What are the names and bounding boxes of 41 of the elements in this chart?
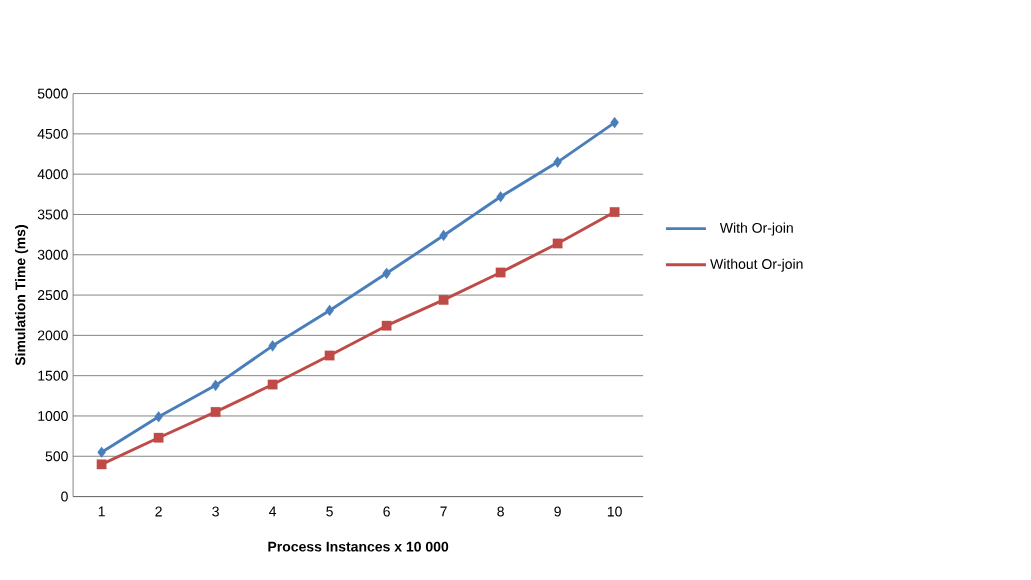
y-tick-label: 3000 (37, 249, 68, 260)
x-tick-label: 7 (440, 506, 447, 517)
x-tick-label: 6 (383, 506, 390, 517)
point (97, 446, 106, 458)
point (96, 459, 107, 470)
legend-label: Without Or-join (710, 258, 803, 272)
x-tick-label: 3 (212, 506, 219, 517)
point (382, 267, 391, 279)
point (496, 191, 505, 203)
y-tick-label: 2000 (37, 330, 68, 341)
x-tick-label: 2 (155, 506, 162, 517)
point (210, 407, 221, 417)
y-tick-label: 1000 (38, 411, 68, 421)
point (609, 207, 620, 217)
legend-label: With Or-join (719, 222, 793, 236)
point (267, 379, 278, 390)
x-tick-label: 5 (326, 506, 333, 517)
point (553, 156, 562, 168)
x-tick-label: 1 (98, 506, 105, 517)
point (438, 295, 449, 305)
y-tick-label: 2500 (37, 290, 68, 301)
point (153, 432, 164, 443)
y-tick-label: 4500 (37, 128, 68, 139)
y-axis-title: Simulation Time (ms) (15, 225, 29, 366)
x-tick-label: 9 (554, 506, 561, 517)
point (324, 350, 335, 361)
x-tick-label: 4 (269, 506, 277, 517)
y-tick-label: 5000 (37, 88, 68, 99)
x-tick-label: 10 (607, 506, 622, 517)
y-tick-label: 3500 (37, 209, 68, 220)
point (154, 411, 163, 423)
y-tick-label: 0 (61, 491, 68, 502)
y-tick-label: 500 (45, 451, 68, 462)
x-axis-title: Process Instances x 10 000 (268, 541, 449, 552)
x-tick-label: 8 (497, 506, 504, 517)
point (268, 340, 277, 352)
point (552, 238, 563, 249)
point (495, 267, 506, 278)
y-tick-label: 1500 (38, 370, 68, 381)
point (381, 320, 392, 331)
y-tick-label: 4000 (37, 169, 68, 180)
